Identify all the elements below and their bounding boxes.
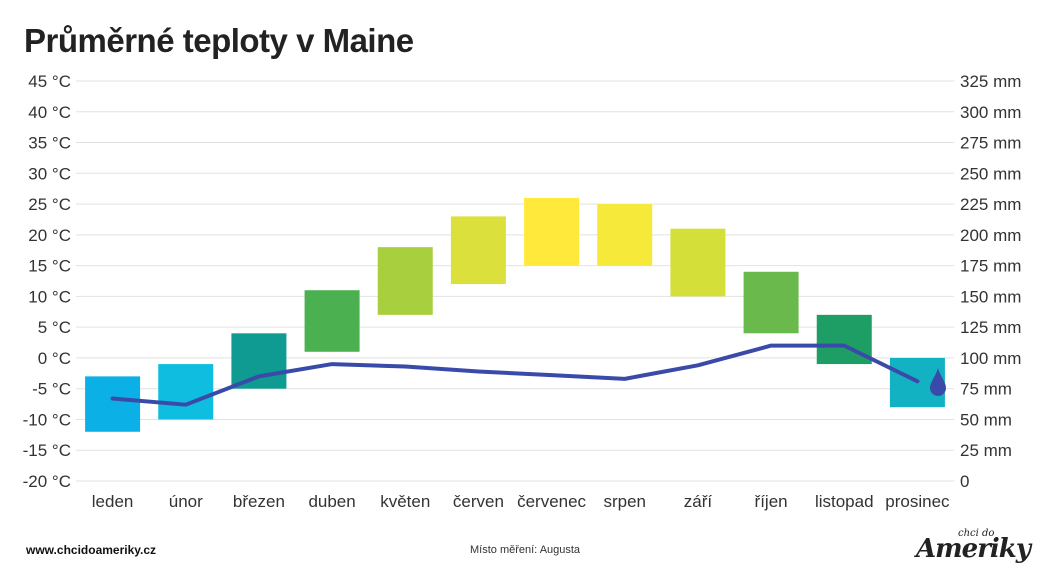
left-tick-label: 10 °C xyxy=(28,287,71,306)
precipitation-line xyxy=(110,343,920,407)
chart-title: Průměrné teploty v Maine xyxy=(24,22,414,59)
left-tick-label: 45 °C xyxy=(28,72,71,91)
brand-logo: chci do Ameriky xyxy=(914,528,1031,568)
left-tick-label: -10 °C xyxy=(23,410,71,429)
right-tick-label: 225 mm xyxy=(960,195,1021,214)
left-tick-label: -5 °C xyxy=(32,380,71,399)
water-drop-icon xyxy=(930,368,946,396)
left-tick-label: 0 °C xyxy=(38,349,71,368)
temperature-bar xyxy=(85,376,141,432)
category-label: březen xyxy=(233,492,285,511)
left-axis: -20 °C -15 °C -10 °C -5 °C 0 °C 5 °C 10 °C 15 °… xyxy=(23,72,71,491)
logo-small-text: chci do xyxy=(958,528,995,539)
left-tick-label: -15 °C xyxy=(23,441,71,460)
left-tick-label: 15 °C xyxy=(28,257,71,276)
right-tick-label: 0 xyxy=(960,472,969,491)
right-tick-label: 175 mm xyxy=(960,257,1021,276)
logo-big-text: Ameriky xyxy=(916,534,1031,564)
left-tick-label: 5 °C xyxy=(38,318,71,337)
temperature-bar xyxy=(743,271,799,334)
footer-note: Místo měření: Augusta xyxy=(470,544,581,556)
temperature-bar xyxy=(670,228,726,297)
left-tick-label: -20 °C xyxy=(23,472,71,491)
temperature-bar xyxy=(597,204,653,266)
temperature-bar xyxy=(377,247,433,315)
category-label: listopad xyxy=(815,492,874,511)
right-tick-label: 300 mm xyxy=(960,103,1021,122)
right-axis: 0 25 mm 50 mm 75 mm 100 mm 125 mm 150 mm 175 mm… xyxy=(960,72,1021,491)
x-axis: leden únor březen duben květen červen červenec… xyxy=(92,492,950,511)
right-tick-label: 200 mm xyxy=(960,226,1021,245)
water-drop-shape xyxy=(930,368,946,396)
right-tick-label: 75 mm xyxy=(960,380,1012,399)
category-label: leden xyxy=(92,492,134,511)
right-tick-label: 100 mm xyxy=(960,349,1021,368)
left-tick-label: 40 °C xyxy=(28,103,71,122)
category-label: říjen xyxy=(755,492,788,511)
category-label: srpen xyxy=(603,492,646,511)
category-label: květen xyxy=(380,492,430,511)
category-label: duben xyxy=(308,492,355,511)
left-tick-label: 20 °C xyxy=(28,226,71,245)
category-label: prosinec xyxy=(885,492,950,511)
right-tick-label: 150 mm xyxy=(960,287,1021,306)
right-tick-label: 50 mm xyxy=(960,410,1012,429)
category-label: červenec xyxy=(517,492,586,511)
category-label: září xyxy=(684,492,713,511)
footer-url[interactable]: www.chcidoameriky.cz xyxy=(26,543,157,557)
grid xyxy=(76,80,954,482)
category-label: červen xyxy=(453,492,504,511)
temperature-bar xyxy=(304,290,360,352)
temperature-bar xyxy=(524,197,580,266)
left-tick-label: 30 °C xyxy=(28,164,71,183)
left-tick-label: 35 °C xyxy=(28,134,71,153)
right-tick-label: 25 mm xyxy=(960,441,1012,460)
left-tick-label: 25 °C xyxy=(28,195,71,214)
right-tick-label: 125 mm xyxy=(960,318,1021,337)
temperature-bars xyxy=(85,197,945,432)
right-tick-label: 325 mm xyxy=(960,72,1021,91)
temperature-bar xyxy=(450,216,506,285)
temperature-bar xyxy=(158,364,214,420)
temperature-bar xyxy=(231,333,287,389)
right-tick-label: 250 mm xyxy=(960,164,1021,183)
right-tick-label: 275 mm xyxy=(960,134,1021,153)
category-label: únor xyxy=(169,492,203,511)
precipitation-line-path xyxy=(110,343,920,407)
